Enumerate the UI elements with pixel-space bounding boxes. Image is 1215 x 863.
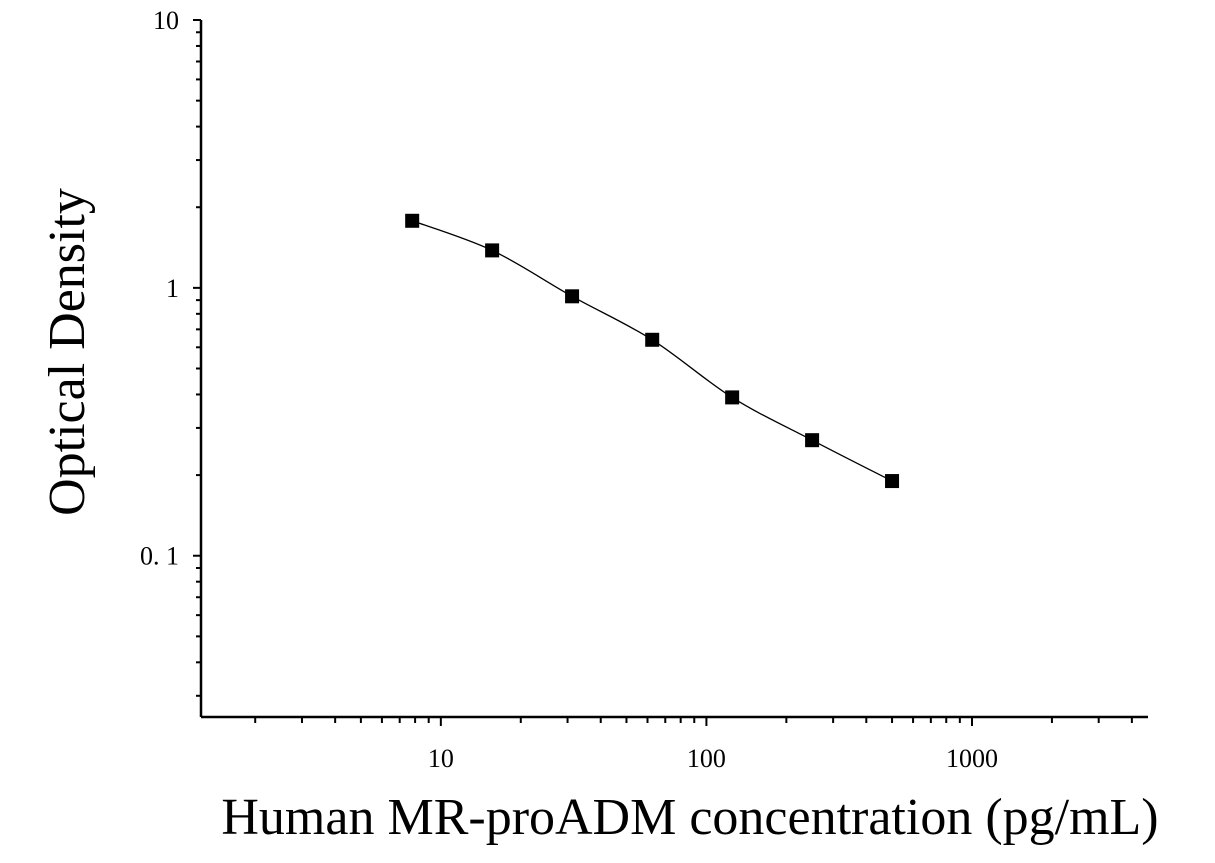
x-tick-label: 10 <box>428 744 454 773</box>
data-point <box>645 332 660 347</box>
data-points <box>405 213 900 489</box>
data-point <box>885 474 900 489</box>
x-tick-label: 1000 <box>946 744 998 773</box>
tick-labels: 10 1 0. 1 10 100 1000 <box>140 6 998 773</box>
data-point <box>485 243 500 258</box>
y-tick-label: 1 <box>166 274 179 303</box>
y-tick-label: 0. 1 <box>140 542 179 571</box>
axes <box>193 19 1148 726</box>
data-point <box>405 213 420 228</box>
x-tick-label: 100 <box>687 744 726 773</box>
data-point <box>565 289 580 304</box>
data-point <box>725 390 740 405</box>
x-axis-title: Human MR-proADM concentration (pg/mL) <box>221 789 1158 846</box>
y-axis-title: Optical Density <box>39 188 96 516</box>
y-tick-label: 10 <box>153 6 179 35</box>
fit-curve-layer <box>411 220 893 482</box>
data-point <box>805 433 820 448</box>
fit-curve <box>411 220 893 482</box>
